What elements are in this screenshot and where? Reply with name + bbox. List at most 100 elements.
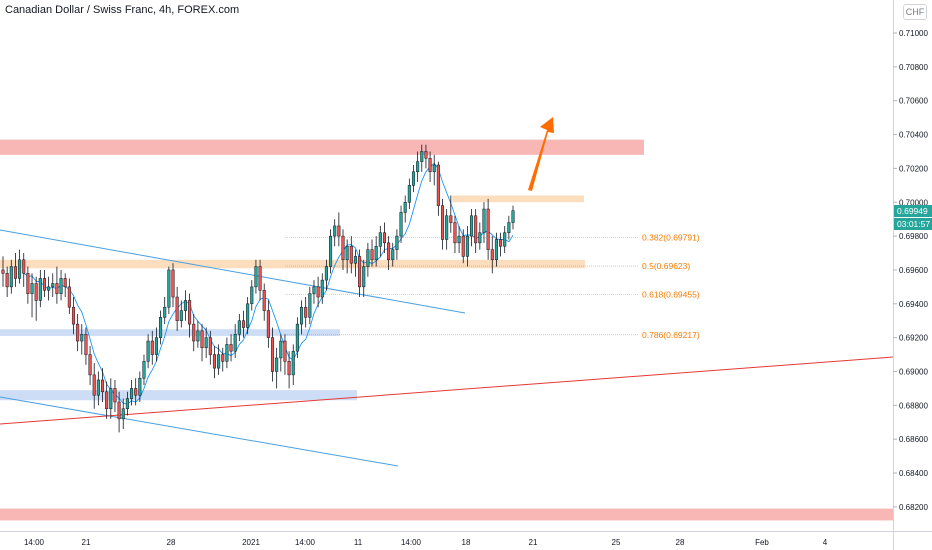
candle-body [300, 306, 304, 325]
candle-body [88, 354, 92, 376]
y-tick-label: 0.68600 [899, 435, 928, 444]
candle-body [353, 256, 357, 264]
candle-body [51, 283, 55, 288]
candle-body [270, 337, 275, 372]
candle-body [316, 286, 320, 298]
candle-body [171, 269, 175, 298]
candle-body [308, 293, 312, 318]
candle-body [221, 354, 225, 362]
candle-body [100, 379, 105, 393]
currency-button[interactable]: CHF [903, 4, 927, 20]
candle-body [461, 235, 465, 257]
candle-body [407, 185, 411, 203]
support-zone-mid [0, 259, 585, 269]
x-tick-label: 28 [167, 538, 176, 547]
candle-body [374, 246, 378, 261]
candle-body [229, 344, 233, 352]
candle-body [320, 279, 324, 298]
candle-body [387, 242, 391, 261]
candle-body [482, 208, 486, 233]
candle-body [403, 202, 407, 213]
candle-body [237, 320, 241, 335]
candle-body [117, 401, 121, 420]
candle-body [424, 151, 428, 159]
candle-body [349, 246, 353, 264]
candle-body [76, 323, 80, 342]
candle-body [34, 283, 38, 301]
y-tick-label: 0.69200 [899, 334, 928, 343]
candle-body [465, 235, 469, 257]
zones-layer [0, 139, 893, 521]
candle-body [26, 273, 30, 294]
candle-body [125, 398, 129, 409]
candle-body [38, 278, 42, 301]
x-tick-label: 28 [676, 538, 685, 547]
candle-body [121, 408, 125, 420]
candle-body [329, 235, 333, 267]
candle-body [5, 273, 9, 288]
candle-body [233, 334, 237, 352]
candle-body [84, 334, 88, 355]
trendline-support [0, 356, 894, 425]
candle-body [411, 171, 416, 186]
y-tick-label: 0.71000 [899, 29, 928, 38]
y-tick-label: 0.68200 [899, 503, 928, 512]
candle-body [63, 278, 67, 288]
candle-body [105, 391, 109, 409]
candle-body [432, 164, 436, 173]
candle-countdown-badge: 03:01:57 [894, 217, 932, 230]
candle-body [241, 320, 246, 328]
candle-body [59, 278, 63, 294]
candle-body [494, 239, 498, 261]
y-tick-label: 0.68400 [899, 469, 928, 478]
candle-body [217, 354, 221, 369]
supply-zone-small [452, 195, 584, 203]
last-price-badge: 0.69949 [894, 204, 932, 217]
fib-label: 0.786(0.69217) [642, 330, 700, 340]
candle-body [399, 212, 403, 237]
candle-body [486, 208, 490, 250]
candle-body [96, 379, 100, 396]
candle-body [154, 337, 158, 355]
x-tick-label: 21 [82, 538, 91, 547]
y-tick-label: 0.70800 [899, 63, 928, 72]
x-tick-label: 14:00 [24, 538, 45, 547]
x-tick-label: 4 [823, 538, 828, 547]
x-tick-label: 25 [612, 538, 621, 547]
candle-body [312, 286, 316, 294]
candle-body [138, 378, 142, 396]
y-tick-label: 0.69600 [899, 266, 928, 275]
candle-body [275, 357, 279, 372]
y-tick-label: 0.69800 [899, 232, 928, 241]
candle-body [333, 225, 337, 237]
candle-body [474, 215, 478, 244]
candle-body [163, 306, 167, 318]
candle-body [428, 157, 432, 173]
candle-body [192, 323, 196, 342]
candle-body [92, 374, 96, 396]
candle-body [22, 259, 26, 274]
candle-body [262, 290, 266, 311]
candle-body [358, 256, 362, 288]
candles-layer [1, 144, 515, 433]
x-tick-label: 18 [462, 538, 471, 547]
candle-body [457, 235, 461, 244]
demand-zone-1 [0, 329, 340, 336]
y-tick-label: 0.70200 [899, 164, 928, 173]
candle-body [337, 225, 341, 237]
demand-zone-2 [0, 390, 357, 401]
bullish-arrow [528, 117, 554, 191]
candle-body [113, 388, 117, 403]
fib-label: 0.382(0.69791) [642, 233, 700, 243]
candle-body [200, 330, 204, 349]
candle-body [490, 249, 494, 261]
candle-body [449, 215, 453, 223]
candle-body [304, 306, 308, 318]
candle-body [212, 354, 216, 369]
candle-body [167, 269, 171, 308]
candle-body [183, 300, 187, 311]
candle-body [295, 323, 299, 352]
candle-body [225, 344, 229, 362]
